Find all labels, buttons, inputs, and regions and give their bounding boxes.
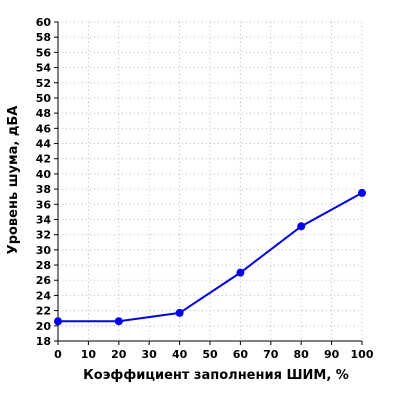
y-tick-label: 38 [36,183,51,196]
x-tick-label: 90 [324,348,340,361]
x-tick-label: 80 [294,348,310,361]
y-tick-label: 60 [36,16,52,29]
data-point [297,222,306,231]
x-tick-label: 60 [233,348,249,361]
y-tick-label: 48 [36,107,51,120]
series-line [58,192,363,323]
x-axis-label: Коэффициент заполнения ШИМ, % [83,368,349,383]
y-tick-label: 34 [36,213,52,226]
x-tick-label: 50 [202,348,218,361]
y-tick-label: 52 [36,77,51,90]
x-tick-label: 10 [81,348,97,361]
x-tick-label: 100 [351,348,374,361]
y-tick-label: 20 [36,320,52,333]
y-tick-label: 30 [36,244,52,257]
data-series [54,188,366,326]
x-tick-label: 20 [111,348,127,361]
y-tick-label: 24 [36,289,52,302]
x-tick-label: 40 [172,348,188,361]
y-tick-label: 58 [36,31,51,44]
x-tick-label: 30 [142,348,158,361]
data-point [114,317,123,326]
data-point [236,268,245,277]
y-axis-ticks: 18 20 22 24 26 28 30 32 34 36 38 40 42 44 46 48 50 52 54 56… [36,16,58,348]
y-tick-label: 28 [36,259,51,272]
y-tick-label: 26 [36,274,52,287]
y-tick-label: 54 [36,62,52,75]
y-tick-label: 44 [36,138,52,151]
x-tick-label: 70 [263,348,279,361]
y-tick-label: 32 [36,229,51,242]
x-axis-ticks: 0 10 20 30 40 50 60 70 80 90 100 [54,341,374,361]
y-tick-label: 22 [36,305,51,318]
y-tick-label: 40 [36,168,52,181]
grid-lines [58,21,363,341]
data-point [175,308,184,317]
y-tick-label: 18 [36,335,51,348]
y-tick-label: 36 [36,198,52,211]
y-tick-label: 46 [36,122,52,135]
y-tick-label: 42 [36,153,51,166]
y-axis-label: Уровень шума, дБА [6,106,21,255]
data-point [358,188,366,197]
y-tick-label: 50 [36,92,52,105]
y-tick-label: 56 [36,46,52,59]
x-tick-label: 0 [54,348,62,361]
data-point [54,317,62,326]
